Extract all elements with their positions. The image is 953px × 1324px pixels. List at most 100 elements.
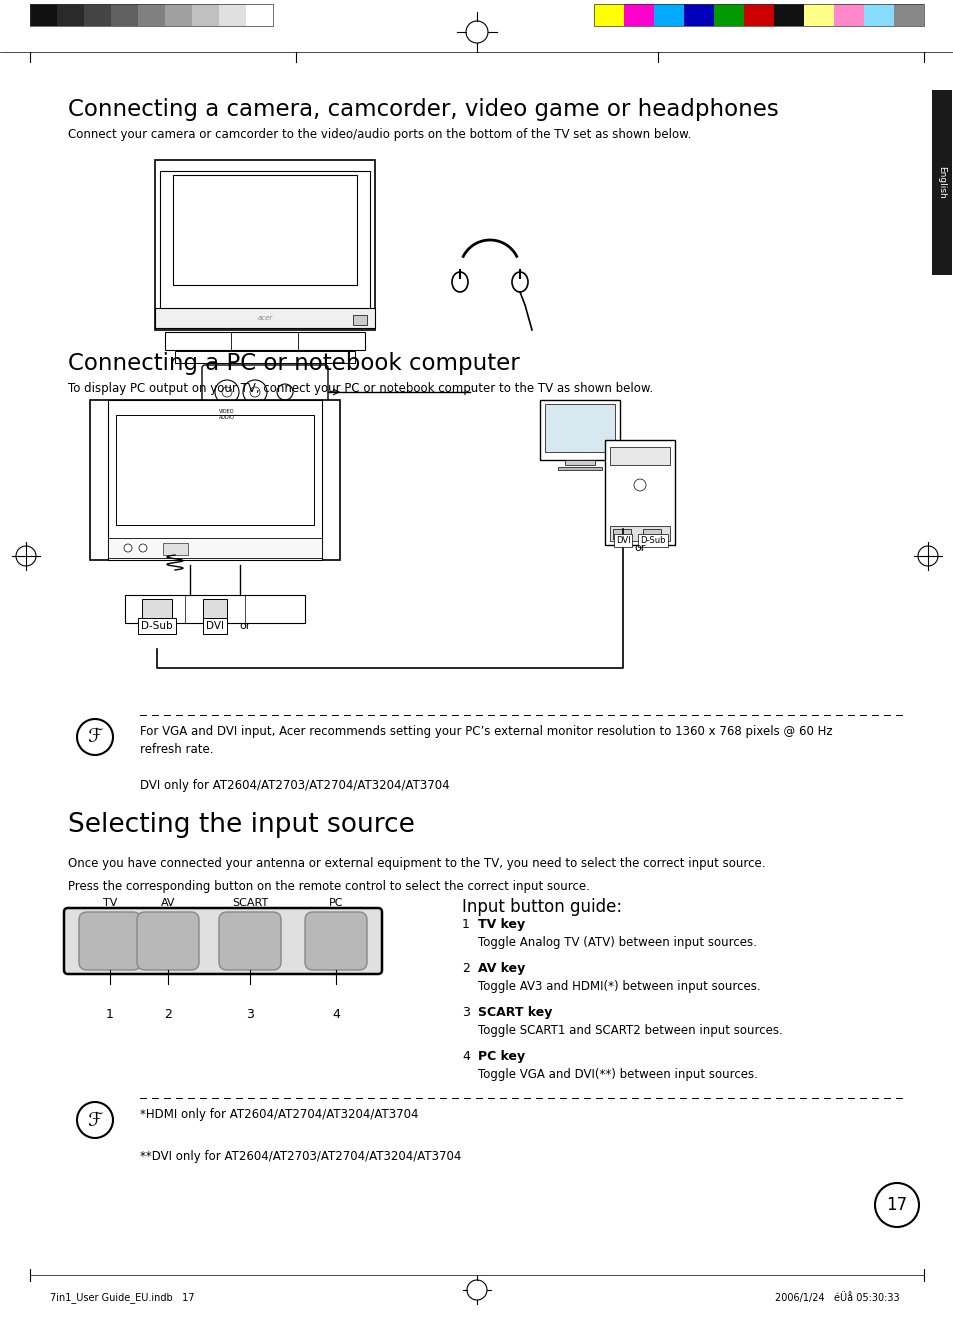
Text: 17: 17 — [885, 1196, 906, 1214]
Text: DVI: DVI — [615, 536, 630, 545]
Text: ℱ: ℱ — [88, 1111, 103, 1129]
Bar — [594, 4, 923, 26]
Bar — [174, 351, 355, 363]
Bar — [203, 598, 227, 621]
Circle shape — [276, 384, 293, 400]
Text: Press the corresponding button on the remote control to select the correct input: Press the corresponding button on the re… — [68, 880, 589, 892]
Text: 1: 1 — [461, 918, 470, 931]
Circle shape — [243, 380, 267, 404]
FancyBboxPatch shape — [202, 365, 328, 416]
Bar — [833, 4, 863, 26]
Bar — [564, 459, 595, 465]
Text: TV: TV — [103, 898, 117, 908]
Bar — [743, 4, 773, 26]
Text: English: English — [937, 166, 945, 199]
Text: *HDMI only for AT2604/AT2704/AT3204/AT3704

**DVI only for AT2604/AT2703/AT2704/: *HDMI only for AT2604/AT2704/AT3204/AT37… — [140, 1108, 461, 1162]
Text: Toggle VGA and DVI(**) between input sources.: Toggle VGA and DVI(**) between input sou… — [477, 1068, 757, 1080]
Text: Selecting the input source: Selecting the input source — [68, 812, 415, 838]
Bar — [90, 400, 339, 560]
Bar — [803, 4, 833, 26]
Text: acer: acer — [257, 315, 273, 320]
Circle shape — [214, 380, 239, 404]
Circle shape — [124, 544, 132, 552]
Text: D-Sub: D-Sub — [141, 621, 172, 632]
Text: For VGA and DVI input, Acer recommends setting your PC’s external monitor resolu: For VGA and DVI input, Acer recommends s… — [140, 726, 832, 792]
Text: 4: 4 — [332, 1008, 339, 1021]
Text: SCART key: SCART key — [477, 1006, 552, 1019]
FancyBboxPatch shape — [219, 912, 281, 970]
Text: PC: PC — [329, 898, 343, 908]
Circle shape — [250, 387, 260, 397]
Text: Toggle AV3 and HDMI(*) between input sources.: Toggle AV3 and HDMI(*) between input sou… — [477, 980, 760, 993]
Bar — [931, 90, 951, 275]
Bar — [623, 4, 654, 26]
Text: Connect your camera or camcorder to the video/audio ports on the bottom of the T: Connect your camera or camcorder to the … — [68, 128, 691, 140]
FancyBboxPatch shape — [137, 912, 199, 970]
Text: AV: AV — [161, 898, 175, 908]
Bar — [108, 538, 322, 557]
Bar — [138, 4, 165, 26]
Text: TV key: TV key — [477, 918, 524, 931]
Bar — [154, 160, 375, 330]
Bar — [116, 414, 314, 526]
Text: Connecting a PC or notebook computer: Connecting a PC or notebook computer — [68, 352, 519, 375]
Bar — [154, 308, 375, 328]
Bar — [654, 4, 683, 26]
Text: 3: 3 — [461, 1006, 470, 1019]
Bar — [192, 4, 219, 26]
Text: Connecting a camera, camcorder, video game or headphones: Connecting a camera, camcorder, video ga… — [68, 98, 778, 120]
FancyBboxPatch shape — [79, 912, 141, 970]
Bar — [609, 448, 669, 465]
Bar — [30, 4, 57, 26]
Bar — [604, 440, 675, 545]
Text: 3: 3 — [246, 1008, 253, 1021]
Bar — [613, 530, 630, 539]
Ellipse shape — [452, 271, 468, 293]
Bar — [642, 530, 660, 539]
Circle shape — [77, 719, 112, 755]
Text: 7in1_User Guide_EU.indb   17: 7in1_User Guide_EU.indb 17 — [50, 1292, 194, 1303]
FancyBboxPatch shape — [305, 912, 367, 970]
Text: To display PC output on your TV, connect your PC or notebook computer to the TV : To display PC output on your TV, connect… — [68, 383, 653, 395]
Bar — [246, 4, 273, 26]
Bar — [142, 598, 172, 621]
Text: 2: 2 — [164, 1008, 172, 1021]
Text: 2: 2 — [461, 963, 470, 974]
Text: or: or — [634, 543, 645, 553]
Text: ℱ: ℱ — [88, 727, 103, 747]
Bar — [863, 4, 893, 26]
Bar — [544, 404, 615, 451]
Bar — [594, 4, 623, 26]
Circle shape — [634, 479, 645, 491]
Ellipse shape — [512, 271, 527, 293]
Circle shape — [222, 387, 232, 397]
Text: Input button guide:: Input button guide: — [461, 898, 621, 916]
Text: AV key: AV key — [477, 963, 525, 974]
Bar — [609, 526, 669, 542]
Text: 4: 4 — [461, 1050, 470, 1063]
Text: PC key: PC key — [477, 1050, 524, 1063]
Text: VIDEO
AUDIO: VIDEO AUDIO — [219, 409, 234, 420]
Text: Toggle Analog TV (ATV) between input sources.: Toggle Analog TV (ATV) between input sou… — [477, 936, 756, 949]
Text: 2006/1/24   éÜå 05:30:33: 2006/1/24 éÜå 05:30:33 — [775, 1292, 899, 1303]
Bar — [713, 4, 743, 26]
Bar — [111, 4, 138, 26]
Text: DVI: DVI — [206, 621, 224, 632]
Text: Once you have connected your antenna or external equipment to the TV, you need t: Once you have connected your antenna or … — [68, 857, 764, 870]
Bar — [219, 4, 246, 26]
Bar — [160, 171, 370, 324]
Bar — [773, 4, 803, 26]
Bar — [558, 467, 601, 470]
FancyBboxPatch shape — [64, 908, 381, 974]
Text: or: or — [239, 621, 251, 632]
Bar — [163, 543, 188, 555]
Bar — [30, 4, 273, 26]
Text: SCART: SCART — [232, 898, 268, 908]
Bar — [539, 400, 619, 459]
Bar — [893, 4, 923, 26]
Bar — [165, 332, 365, 350]
Text: D-Sub: D-Sub — [639, 536, 665, 545]
Bar — [84, 4, 111, 26]
Text: 1: 1 — [106, 1008, 113, 1021]
Circle shape — [139, 544, 147, 552]
